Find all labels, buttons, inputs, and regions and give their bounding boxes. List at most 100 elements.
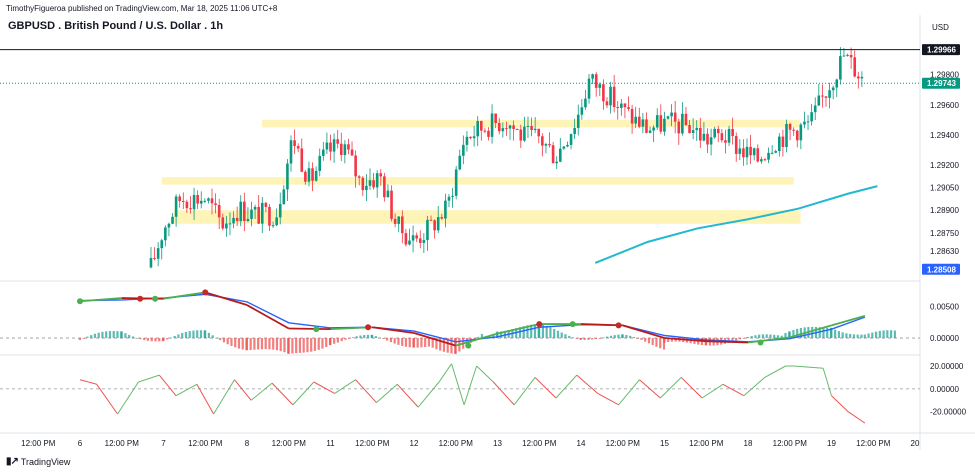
candle-body <box>444 200 447 219</box>
price-axis-tick: 1.29400 <box>930 131 959 140</box>
macd-histogram-bar <box>78 338 81 341</box>
macd-histogram-bar <box>97 332 100 339</box>
macd-histogram-bar <box>408 338 411 348</box>
macd-histogram-bar <box>150 338 153 342</box>
candle-body <box>275 217 278 226</box>
macd-histogram-bar <box>568 335 571 339</box>
candle-body <box>239 201 243 222</box>
candle-body <box>846 54 849 56</box>
candle-body <box>393 218 397 224</box>
candle-body <box>368 180 372 186</box>
macd-line-segment <box>246 304 290 330</box>
oscillator-line-segment <box>376 383 398 403</box>
price-tag-label: 1.29743 <box>927 79 956 88</box>
macd-histogram-bar <box>169 337 173 339</box>
time-axis-label: 18 <box>744 439 753 448</box>
macd-histogram-bar <box>215 337 218 339</box>
macd-histogram-bar <box>670 338 674 342</box>
macd-histogram-bar <box>830 327 833 339</box>
grid-layer <box>0 15 975 450</box>
candle-body <box>243 201 246 221</box>
oscillator-line-segment <box>847 411 866 424</box>
macd-histogram-bar <box>480 333 484 339</box>
macd-histogram-bar <box>606 336 609 339</box>
macd-histogram-bar <box>378 337 381 339</box>
candle-body <box>673 112 677 122</box>
macd-histogram-bar <box>598 338 601 339</box>
candle-body <box>422 240 426 243</box>
candle-body <box>598 84 602 88</box>
macd-histogram-bar <box>761 334 765 339</box>
macd-histogram-bar <box>863 334 866 339</box>
macd-histogram-bar <box>348 338 351 339</box>
candle-body <box>318 155 322 171</box>
candle-body <box>225 223 228 229</box>
candle-body <box>709 137 713 145</box>
macd-cross-dot <box>757 339 764 346</box>
macd-histogram-bar <box>386 338 389 341</box>
candle-body <box>785 123 788 147</box>
candle-body <box>706 133 709 145</box>
candle-body <box>490 113 494 137</box>
macd-histogram-bar <box>199 330 203 339</box>
macd-histogram-bar <box>184 331 188 339</box>
price-tag-label: 1.29966 <box>927 46 956 55</box>
macd-histogram-bar <box>738 338 742 340</box>
candle-body <box>821 95 824 97</box>
candle-body <box>160 240 164 249</box>
macd-histogram-bar <box>321 338 324 349</box>
macd-histogram-bar <box>564 334 567 339</box>
macd-line-segment <box>204 291 248 306</box>
candle-body <box>558 148 562 162</box>
candle-body <box>655 115 659 128</box>
candle-body <box>293 140 296 147</box>
axis-layer: 1.29800 1.29600 1.29400 1.29200 1.29050 1.289… <box>21 44 967 448</box>
candle-body <box>634 116 637 124</box>
candle-body <box>627 107 630 109</box>
candle-body <box>749 146 752 156</box>
macd-histogram-bar <box>560 332 563 339</box>
candle-body <box>781 136 785 147</box>
macd-histogram-bar <box>492 333 495 339</box>
symbol-title[interactable]: GBPUSD . British Pound / U.S. Dollar . 1… <box>8 20 224 32</box>
macd-histogram-bar <box>427 338 431 347</box>
candle-body <box>537 128 541 137</box>
macd-cross-dot <box>569 321 576 328</box>
macd-histogram-bar <box>333 338 336 344</box>
macd-histogram-bar <box>143 338 146 341</box>
macd-histogram-bar <box>439 338 442 351</box>
macd-histogram-bar <box>500 331 503 339</box>
candle-body <box>824 96 828 98</box>
oscillator-axis-tick: 20.00000 <box>930 362 964 371</box>
candle-body <box>763 159 767 161</box>
candle-body <box>418 238 422 243</box>
macd-histogram-bar <box>313 338 317 351</box>
macd-histogram-bar <box>522 326 525 339</box>
candle-body <box>587 78 591 99</box>
macd-histogram-bar <box>442 338 446 352</box>
macd-histogram-bar <box>268 338 271 350</box>
candle-body <box>857 76 860 79</box>
macd-histogram-bar <box>784 332 787 339</box>
candle-body <box>774 151 778 153</box>
macd-histogram-bar <box>382 338 385 339</box>
candle-body <box>541 136 544 146</box>
macd-histogram-bar <box>579 338 582 340</box>
macd-histogram-bar <box>530 324 533 339</box>
candle-body <box>799 124 803 141</box>
macd-histogram-bar <box>101 331 104 339</box>
currency-label[interactable]: USD <box>932 23 949 32</box>
candle-body <box>569 134 573 145</box>
candle-body <box>390 190 393 219</box>
oscillator-line-segment <box>292 381 315 406</box>
macd-histogram-bar <box>518 327 522 339</box>
macd-line-segment <box>79 297 122 303</box>
macd-histogram-bar <box>871 332 874 339</box>
tradingview-logo[interactable]: ▮↗ TradingView <box>6 456 70 467</box>
candle-body <box>347 144 350 150</box>
candle-body <box>566 144 569 147</box>
macd-histogram-bar <box>538 324 541 339</box>
oscillator-line-segment <box>743 377 766 397</box>
macd-histogram-bar <box>617 334 620 339</box>
